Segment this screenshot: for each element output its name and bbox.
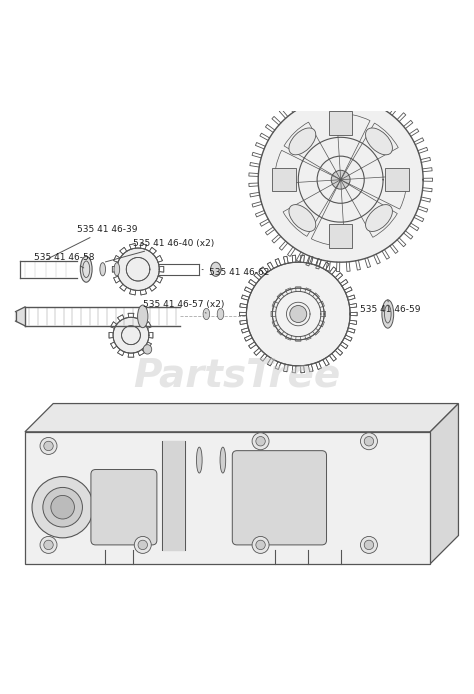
Text: 535 41 46-58: 535 41 46-58 xyxy=(35,253,95,268)
Circle shape xyxy=(360,433,377,450)
Circle shape xyxy=(364,437,374,446)
Polygon shape xyxy=(117,248,159,291)
Ellipse shape xyxy=(210,262,221,276)
Circle shape xyxy=(134,536,151,553)
Ellipse shape xyxy=(100,262,106,276)
FancyBboxPatch shape xyxy=(91,470,157,545)
Circle shape xyxy=(32,477,93,538)
Ellipse shape xyxy=(203,308,210,320)
Circle shape xyxy=(256,540,265,550)
Ellipse shape xyxy=(365,128,392,155)
Polygon shape xyxy=(258,97,423,262)
Ellipse shape xyxy=(289,128,316,155)
Ellipse shape xyxy=(143,345,152,354)
Polygon shape xyxy=(16,307,25,325)
Polygon shape xyxy=(246,262,350,366)
Circle shape xyxy=(252,536,269,553)
Circle shape xyxy=(138,540,147,550)
Ellipse shape xyxy=(80,256,92,282)
Ellipse shape xyxy=(289,205,316,232)
Ellipse shape xyxy=(137,305,148,328)
Ellipse shape xyxy=(114,262,119,276)
Circle shape xyxy=(44,441,53,450)
Circle shape xyxy=(43,487,82,527)
Text: 535 41 46-40 (x2): 535 41 46-40 (x2) xyxy=(105,239,215,262)
Circle shape xyxy=(40,437,57,455)
Polygon shape xyxy=(162,441,185,550)
Polygon shape xyxy=(25,432,430,564)
Circle shape xyxy=(40,536,57,553)
Text: 535 41 46-39: 535 41 46-39 xyxy=(46,225,137,260)
Ellipse shape xyxy=(217,308,224,320)
FancyBboxPatch shape xyxy=(329,224,353,248)
Circle shape xyxy=(252,433,269,450)
Circle shape xyxy=(364,540,374,550)
Ellipse shape xyxy=(220,447,226,473)
Circle shape xyxy=(44,540,53,550)
Text: 535 41 46-62: 535 41 46-62 xyxy=(202,269,269,278)
Polygon shape xyxy=(430,403,458,564)
Text: 535 41 46-57 (x2): 535 41 46-57 (x2) xyxy=(143,300,224,313)
FancyBboxPatch shape xyxy=(329,112,353,135)
Polygon shape xyxy=(113,317,149,353)
Text: 535 41 46-59: 535 41 46-59 xyxy=(359,300,420,314)
Circle shape xyxy=(331,170,350,189)
Text: PartsTree: PartsTree xyxy=(133,356,341,394)
Polygon shape xyxy=(25,403,458,432)
FancyBboxPatch shape xyxy=(273,168,296,192)
Circle shape xyxy=(256,437,265,446)
FancyBboxPatch shape xyxy=(385,168,409,192)
Ellipse shape xyxy=(197,447,202,473)
Ellipse shape xyxy=(382,300,394,328)
Circle shape xyxy=(360,536,377,553)
FancyBboxPatch shape xyxy=(232,450,327,545)
Ellipse shape xyxy=(365,205,392,232)
Circle shape xyxy=(51,496,74,519)
Circle shape xyxy=(290,305,307,323)
